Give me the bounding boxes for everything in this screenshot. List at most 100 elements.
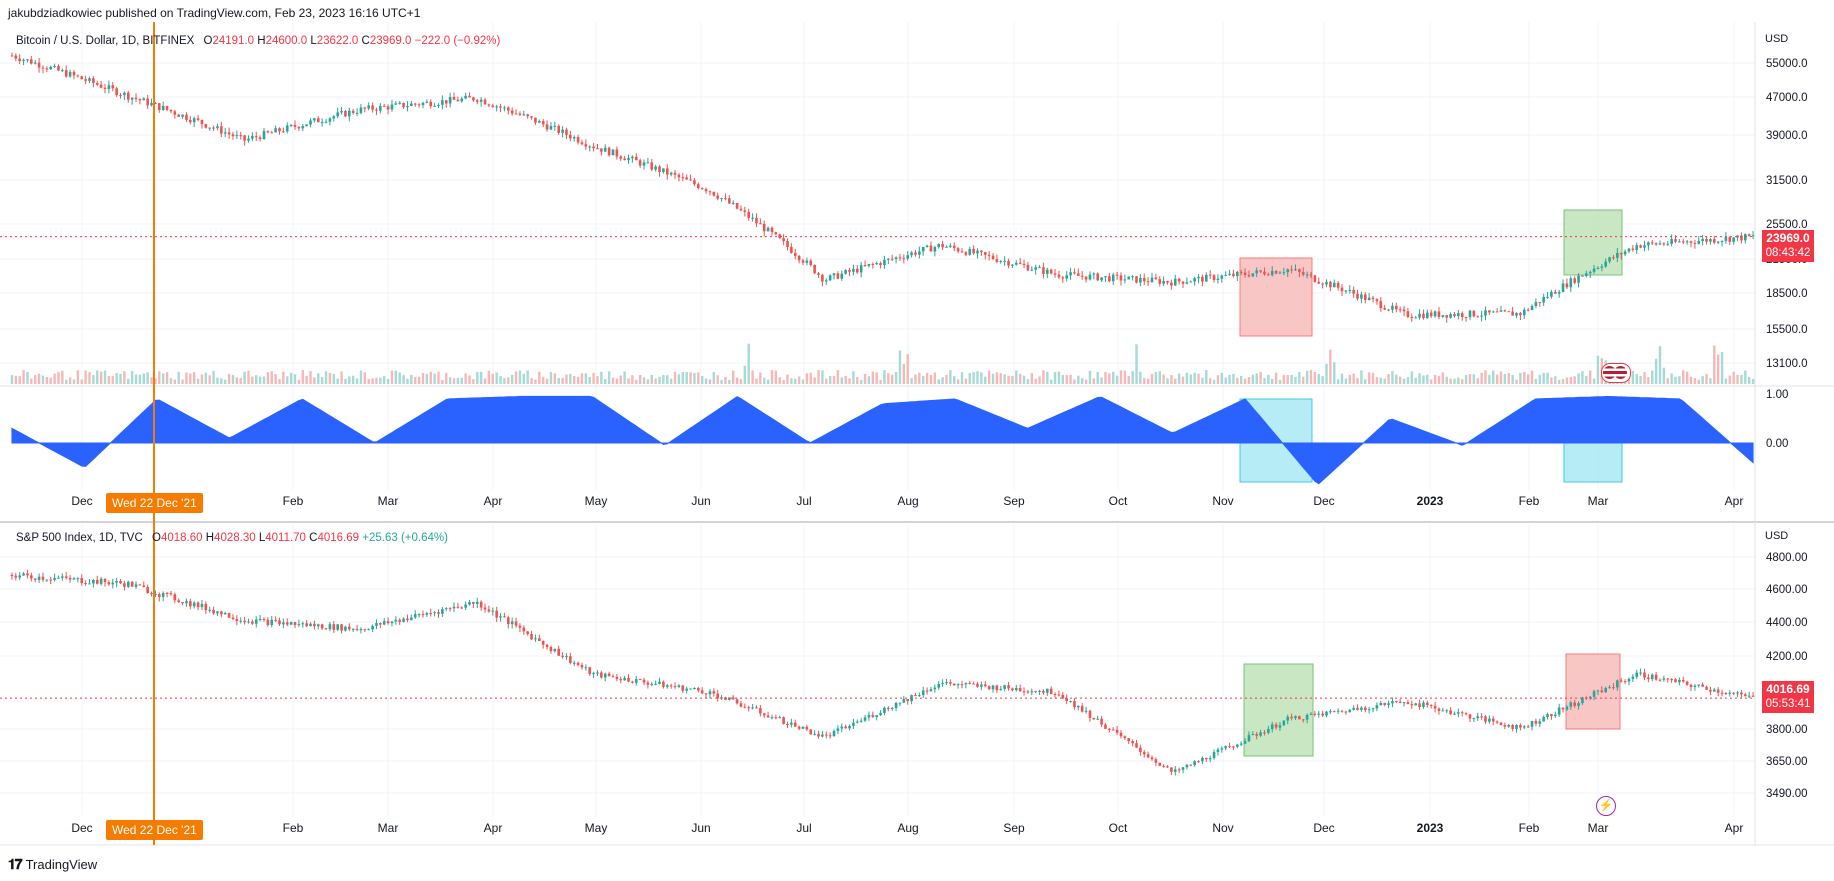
btc-candle-body bbox=[1309, 274, 1313, 276]
volume-bar bbox=[1278, 379, 1282, 384]
spx-candle-body bbox=[479, 601, 483, 608]
spx-candle-body bbox=[72, 578, 76, 580]
btc-candle-body bbox=[1193, 278, 1196, 282]
btc-candle-body bbox=[1286, 269, 1290, 273]
btc-candle-body bbox=[1577, 275, 1580, 283]
btc-candle-body bbox=[444, 100, 448, 104]
btc-candle-body bbox=[45, 68, 49, 70]
btc-high-key: H bbox=[257, 35, 266, 47]
volume-bar bbox=[1042, 370, 1045, 384]
spx-candle-body bbox=[875, 715, 878, 718]
btc-candle-body bbox=[1410, 317, 1414, 319]
btc-candle-body bbox=[1457, 313, 1460, 317]
volume-bar bbox=[417, 376, 421, 384]
volume-bar bbox=[797, 376, 801, 384]
spx-candle-body bbox=[1604, 687, 1608, 693]
btc-candle-body bbox=[499, 106, 502, 108]
spx-candle-body bbox=[247, 621, 250, 623]
lightning-icon[interactable]: ⚡ bbox=[1596, 796, 1616, 816]
volume-bar bbox=[747, 343, 750, 384]
btc-candle-body bbox=[313, 118, 316, 121]
spx-candle-body bbox=[301, 623, 305, 625]
btc-candle-body bbox=[200, 119, 204, 125]
volume-bar bbox=[278, 379, 281, 384]
spx-candle-body bbox=[980, 684, 983, 687]
volume-bar bbox=[1367, 372, 1371, 384]
btc-candle-body bbox=[1243, 272, 1247, 276]
spx-price-label: 4400.00 bbox=[1766, 617, 1808, 629]
tradingview-logo-icon[interactable]: 𝟏𝟕 bbox=[8, 856, 23, 872]
spx-candle-body bbox=[1395, 701, 1398, 703]
btc-candle-body bbox=[14, 55, 18, 59]
btc-symbol-name[interactable]: Bitcoin / U.S. Dollar, 1D, BITFINEX bbox=[16, 35, 195, 47]
us-flag-events-icon[interactable] bbox=[1601, 363, 1631, 383]
btc-candle-body bbox=[402, 102, 405, 108]
spx-candle-body bbox=[1457, 712, 1460, 714]
volume-bar bbox=[999, 373, 1002, 384]
btc-candle-body bbox=[700, 188, 704, 190]
spx-candle-body bbox=[665, 685, 669, 687]
spx-candle-body bbox=[1096, 718, 1100, 720]
spx-candle-body bbox=[1433, 705, 1437, 709]
spx-candle-body bbox=[1077, 705, 1080, 708]
spx-candle-body bbox=[413, 614, 417, 618]
btc-candle-body bbox=[836, 273, 840, 279]
btc-candle-body bbox=[952, 245, 956, 249]
spx-candle-body bbox=[444, 608, 448, 610]
btc-candle-body bbox=[1441, 315, 1445, 317]
spx-symbol-name[interactable]: S&P 500 Index, 1D, TVC bbox=[16, 532, 143, 544]
btc-candle-body bbox=[510, 110, 514, 114]
volume-bar bbox=[840, 377, 843, 384]
spx-candle-body bbox=[1197, 761, 1200, 763]
volume-bar bbox=[763, 377, 766, 384]
btc-candle-body bbox=[1418, 313, 1421, 318]
btc-candle-body bbox=[1181, 281, 1185, 284]
volume-bar bbox=[1003, 374, 1006, 384]
btc-candle-body bbox=[468, 95, 471, 98]
volume-bar bbox=[189, 373, 192, 384]
spx-candle-body bbox=[1046, 688, 1049, 693]
volume-bar bbox=[130, 370, 134, 384]
volume-bar bbox=[1441, 372, 1445, 384]
btc-candle-body bbox=[1654, 243, 1658, 245]
spx-candle-body bbox=[1724, 693, 1728, 695]
volume-bar bbox=[879, 379, 882, 384]
spx-candle-body bbox=[328, 624, 332, 630]
btc-candle-body bbox=[301, 126, 305, 129]
volume-bar bbox=[1581, 371, 1584, 384]
btc-candle-body bbox=[216, 126, 219, 129]
spx-candle-body bbox=[1526, 726, 1530, 728]
spx-candle-body bbox=[258, 619, 262, 621]
volume-bar bbox=[1053, 371, 1057, 384]
btc-candle-body bbox=[1042, 267, 1045, 274]
btc-candle-body bbox=[569, 134, 572, 139]
time-axis-label: Dec bbox=[1313, 494, 1334, 508]
spx-candle-body bbox=[728, 697, 731, 700]
oscillator-label: 1.00 bbox=[1766, 389, 1788, 401]
btc-candle-body bbox=[1030, 269, 1034, 271]
btc-candle-body bbox=[359, 107, 363, 113]
btc-candle-body bbox=[1189, 281, 1193, 283]
volume-bar bbox=[526, 370, 529, 384]
btc-candle-body bbox=[1744, 234, 1747, 241]
spx-candle-body bbox=[731, 697, 735, 700]
btc-candle-body bbox=[945, 246, 948, 248]
volume-bar bbox=[1554, 376, 1557, 384]
volume-bar bbox=[1216, 375, 1220, 384]
btc-candle-body bbox=[588, 146, 592, 148]
volume-bar bbox=[1573, 376, 1576, 384]
volume-bar bbox=[732, 370, 735, 384]
btc-candle-body bbox=[887, 258, 890, 260]
btc-candle-body bbox=[572, 137, 576, 139]
spx-candle-body bbox=[464, 604, 467, 608]
spx-candle-body bbox=[297, 624, 301, 626]
spx-candle-body bbox=[1286, 716, 1290, 721]
spx-candles bbox=[10, 569, 1755, 776]
spx-candle-body bbox=[30, 575, 33, 579]
btc-candle-body bbox=[475, 100, 479, 102]
footer-brand[interactable]: TradingView bbox=[25, 857, 98, 872]
spx-candle-body bbox=[1232, 746, 1235, 748]
spx-candle-body bbox=[1247, 735, 1251, 742]
volume-bar bbox=[41, 375, 45, 384]
